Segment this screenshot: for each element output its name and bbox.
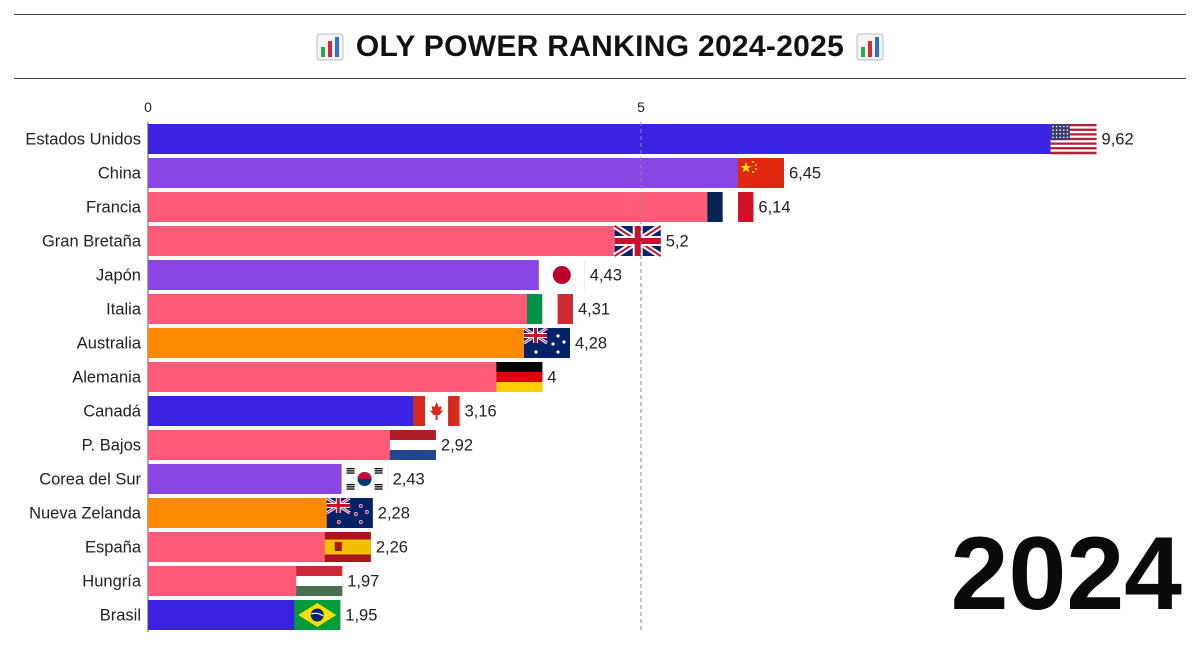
- bar-alemania: [148, 362, 543, 392]
- category-label: Brasil: [100, 607, 141, 625]
- value-label: 4,43: [590, 267, 622, 285]
- value-label: 4,31: [578, 301, 610, 319]
- category-label: Canadá: [83, 403, 142, 421]
- category-label: Nueva Zelanda: [29, 505, 142, 523]
- netherlands-flag-icon: [389, 430, 436, 460]
- australia-flag-icon: [523, 326, 571, 358]
- usa-flag-icon: [1050, 124, 1097, 155]
- spain-flag-icon: [324, 532, 371, 562]
- china-flag-icon: [737, 158, 784, 188]
- category-label: Japón: [96, 267, 141, 285]
- x-tick-label: 0: [144, 99, 152, 115]
- category-label: España: [85, 539, 142, 557]
- value-label: 9,62: [1102, 131, 1134, 149]
- new-zealand-flag-icon: [325, 496, 373, 528]
- category-label: China: [98, 165, 142, 183]
- brazil-flag-icon: [294, 600, 341, 630]
- category-label: Alemania: [72, 369, 142, 387]
- bar-chart-emoji-icon: [316, 33, 344, 60]
- category-label: Francia: [86, 199, 142, 217]
- japan-flag-icon: [538, 260, 585, 290]
- value-label: 4,28: [575, 335, 607, 353]
- south-korea-flag-icon: [341, 464, 388, 494]
- category-label: Hungría: [82, 573, 142, 591]
- bar-estados-unidos: [148, 124, 1097, 154]
- bar-canad-: [148, 396, 460, 426]
- value-label: 5,2: [666, 233, 689, 251]
- value-label: 6,45: [789, 165, 821, 183]
- value-label: 2,92: [441, 437, 473, 455]
- bar-p-bajos: [148, 430, 436, 460]
- category-label: Gran Bretaña: [42, 233, 142, 251]
- value-label: 2,28: [378, 505, 410, 523]
- value-label: 2,26: [376, 539, 408, 557]
- bar-italia: [148, 294, 573, 324]
- bar-chart-emoji-icon: [856, 33, 884, 60]
- bar-australia: [148, 328, 571, 358]
- bar-jap-n: [148, 260, 585, 290]
- x-tick-label: 5: [637, 99, 645, 115]
- chart-title-bar: OLY POWER RANKING 2024-2025: [14, 15, 1186, 78]
- italy-flag-icon: [526, 294, 573, 324]
- year-label: 2024: [950, 516, 1182, 632]
- category-label: P. Bajos: [82, 437, 141, 455]
- canada-flag-icon: [413, 396, 460, 426]
- value-label: 4: [547, 369, 556, 387]
- top-rule: [14, 14, 1186, 15]
- uk-flag-icon: [613, 223, 663, 259]
- title-bottom-rule: [14, 78, 1186, 79]
- bar-francia: [148, 192, 754, 222]
- hungary-flag-icon: [296, 566, 343, 596]
- bar-gran-breta-a: [148, 226, 661, 256]
- value-label: 6,14: [758, 199, 790, 217]
- category-label: Estados Unidos: [25, 131, 141, 149]
- chart-title: OLY POWER RANKING 2024-2025: [355, 29, 845, 63]
- bar-china: [148, 158, 784, 188]
- category-label: Corea del Sur: [39, 471, 141, 489]
- category-label: Australia: [77, 335, 142, 353]
- value-label: 2,43: [393, 471, 425, 489]
- category-label: Italia: [106, 301, 142, 319]
- value-label: 1,97: [347, 573, 379, 591]
- value-label: 1,95: [345, 607, 377, 625]
- germany-flag-icon: [496, 362, 543, 392]
- value-label: 3,16: [465, 403, 497, 421]
- france-flag-icon: [707, 192, 754, 222]
